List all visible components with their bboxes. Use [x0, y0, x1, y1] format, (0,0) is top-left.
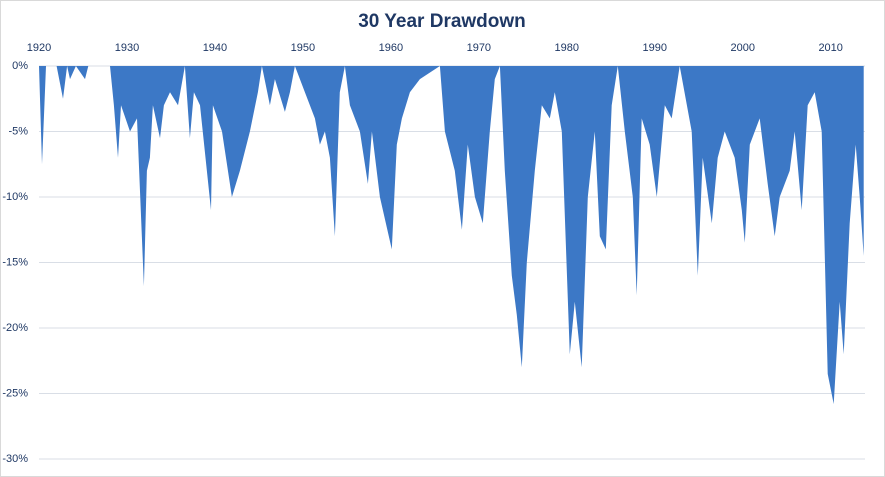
y-tick-label: -20% [2, 322, 28, 334]
area [39, 66, 864, 404]
x-tick-label: 2000 [730, 42, 754, 54]
x-tick-label: 1940 [203, 42, 227, 54]
y-tick-label: -10% [2, 191, 28, 203]
x-tick-label: 1920 [27, 42, 51, 54]
x-tick-label: 1970 [467, 42, 491, 54]
y-tick-label: -30% [2, 453, 28, 465]
x-tick-label: 1930 [115, 42, 139, 54]
x-tick-label: 1950 [291, 42, 315, 54]
x-tick-label: 1990 [643, 42, 667, 54]
y-tick-label: 0% [12, 60, 28, 72]
x-tick-label: 2010 [818, 42, 842, 54]
x-tick-label: 1960 [379, 42, 403, 54]
y-tick-label: -25% [2, 387, 28, 399]
x-tick-label: 1980 [555, 42, 579, 54]
y-tick-label: -5% [8, 125, 28, 137]
y-tick-label: -15% [2, 256, 28, 268]
chart-title: 30 Year Drawdown [358, 11, 526, 32]
